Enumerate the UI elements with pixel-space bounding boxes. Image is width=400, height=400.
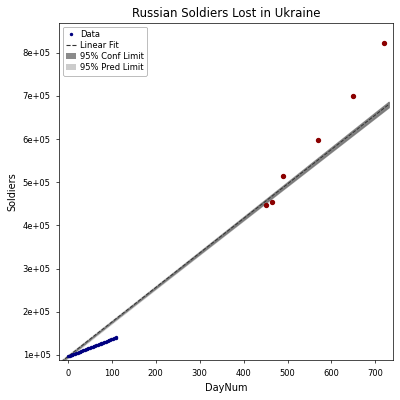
Point	[108, 336, 114, 343]
Point	[95, 342, 101, 348]
Point	[102, 339, 108, 345]
Point	[81, 347, 87, 353]
Point	[74, 349, 81, 356]
Point	[93, 342, 100, 348]
Point	[82, 346, 89, 353]
Point	[96, 341, 102, 348]
Point	[112, 335, 118, 341]
Point	[79, 348, 85, 354]
X-axis label: DayNum: DayNum	[205, 383, 247, 393]
Point	[72, 350, 78, 357]
Point	[71, 351, 78, 357]
Point	[83, 346, 90, 352]
Point	[98, 340, 105, 346]
Point	[78, 348, 84, 354]
Point	[96, 341, 103, 347]
Point	[90, 343, 97, 350]
Point	[105, 337, 112, 344]
Point	[103, 338, 109, 345]
Point	[87, 344, 93, 351]
Point	[111, 335, 117, 342]
Point	[76, 349, 83, 355]
Point	[100, 339, 106, 346]
Y-axis label: Soldiers: Soldiers	[7, 172, 17, 211]
Point	[86, 345, 92, 351]
Legend: Data, Linear Fit, 95% Conf Limit, 95% Pred Limit: Data, Linear Fit, 95% Conf Limit, 95% Pr…	[63, 27, 147, 76]
Point	[82, 347, 88, 353]
Point	[99, 340, 106, 346]
Point	[67, 352, 73, 359]
Point	[112, 334, 119, 341]
Point	[101, 339, 107, 346]
Point	[68, 352, 74, 358]
Point	[90, 344, 96, 350]
Point	[104, 338, 111, 344]
Point	[110, 336, 116, 342]
Point	[107, 336, 114, 343]
Point	[106, 337, 113, 343]
Title: Russian Soldiers Lost in Ukraine: Russian Soldiers Lost in Ukraine	[132, 7, 320, 20]
Point	[98, 340, 104, 347]
Point	[84, 346, 91, 352]
Point	[76, 349, 82, 356]
Point	[269, 198, 275, 205]
Point	[80, 347, 86, 354]
Point	[104, 338, 110, 344]
Point	[77, 348, 84, 355]
Point	[68, 352, 75, 358]
Point	[65, 353, 71, 360]
Point	[92, 342, 98, 349]
Point	[91, 343, 98, 349]
Point	[280, 172, 286, 179]
Point	[109, 336, 115, 342]
Point	[315, 137, 322, 144]
Point	[74, 350, 80, 356]
Point	[69, 352, 76, 358]
Point	[70, 351, 76, 358]
Point	[66, 353, 72, 359]
Point	[113, 334, 120, 340]
Point	[381, 40, 388, 46]
Point	[262, 202, 269, 208]
Point	[73, 350, 79, 356]
Point	[350, 93, 357, 99]
Point	[94, 342, 100, 348]
Point	[88, 344, 94, 350]
Point	[89, 344, 95, 350]
Point	[85, 345, 92, 352]
